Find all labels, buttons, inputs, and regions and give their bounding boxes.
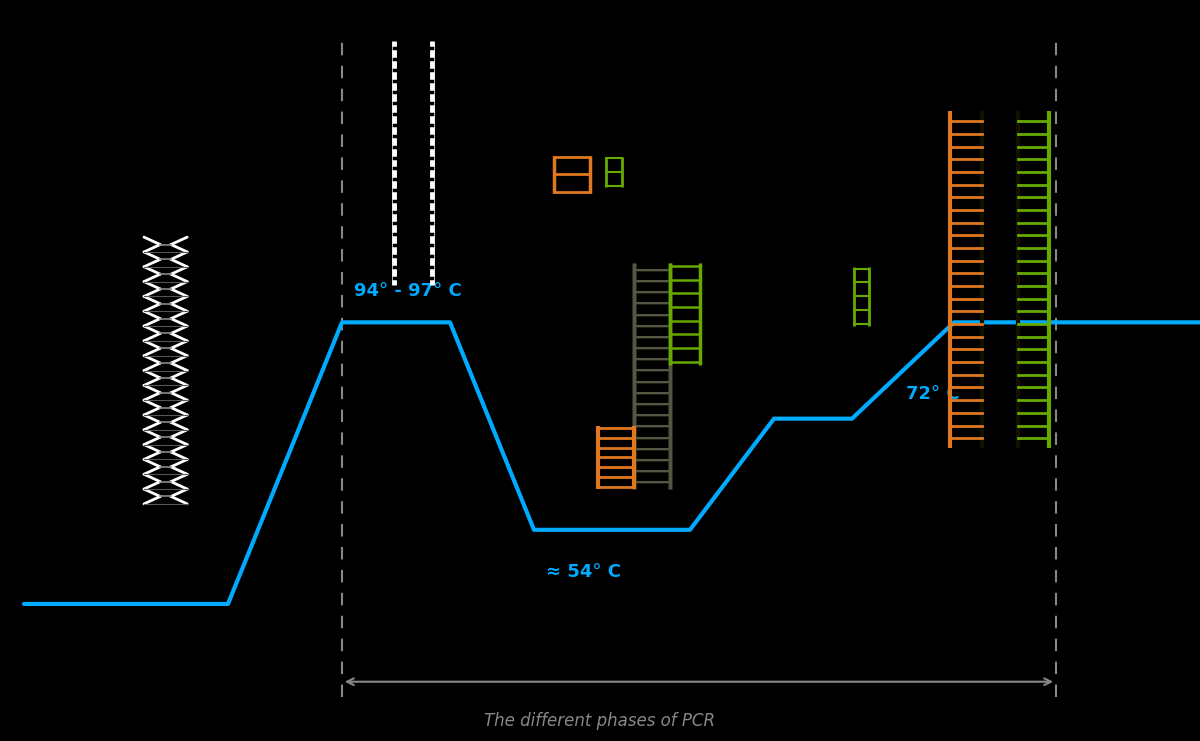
Text: The different phases of PCR: The different phases of PCR [485, 712, 715, 730]
Text: ≈ 54° C: ≈ 54° C [546, 563, 622, 581]
Text: 72° C: 72° C [906, 385, 960, 403]
Text: 94° - 97° C: 94° - 97° C [354, 282, 462, 300]
